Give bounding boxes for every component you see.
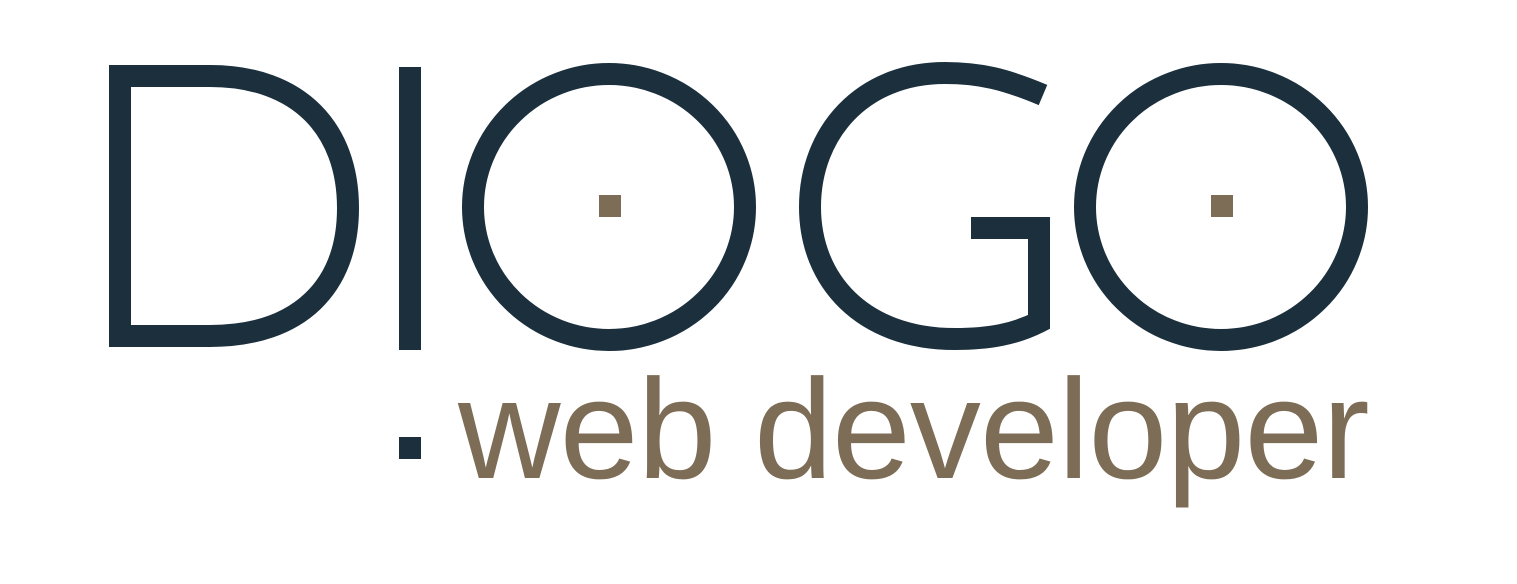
letter-o-2 [1074,63,1368,351]
accent-square-1 [599,195,621,217]
letter-o-1 [462,63,756,351]
tagline-square [399,437,421,459]
wordmark-diogo [109,61,1368,351]
tagline: web developer [457,350,1369,509]
accent-square-2 [1211,195,1233,217]
letter-g [798,61,1050,351]
letter-d [109,65,360,347]
